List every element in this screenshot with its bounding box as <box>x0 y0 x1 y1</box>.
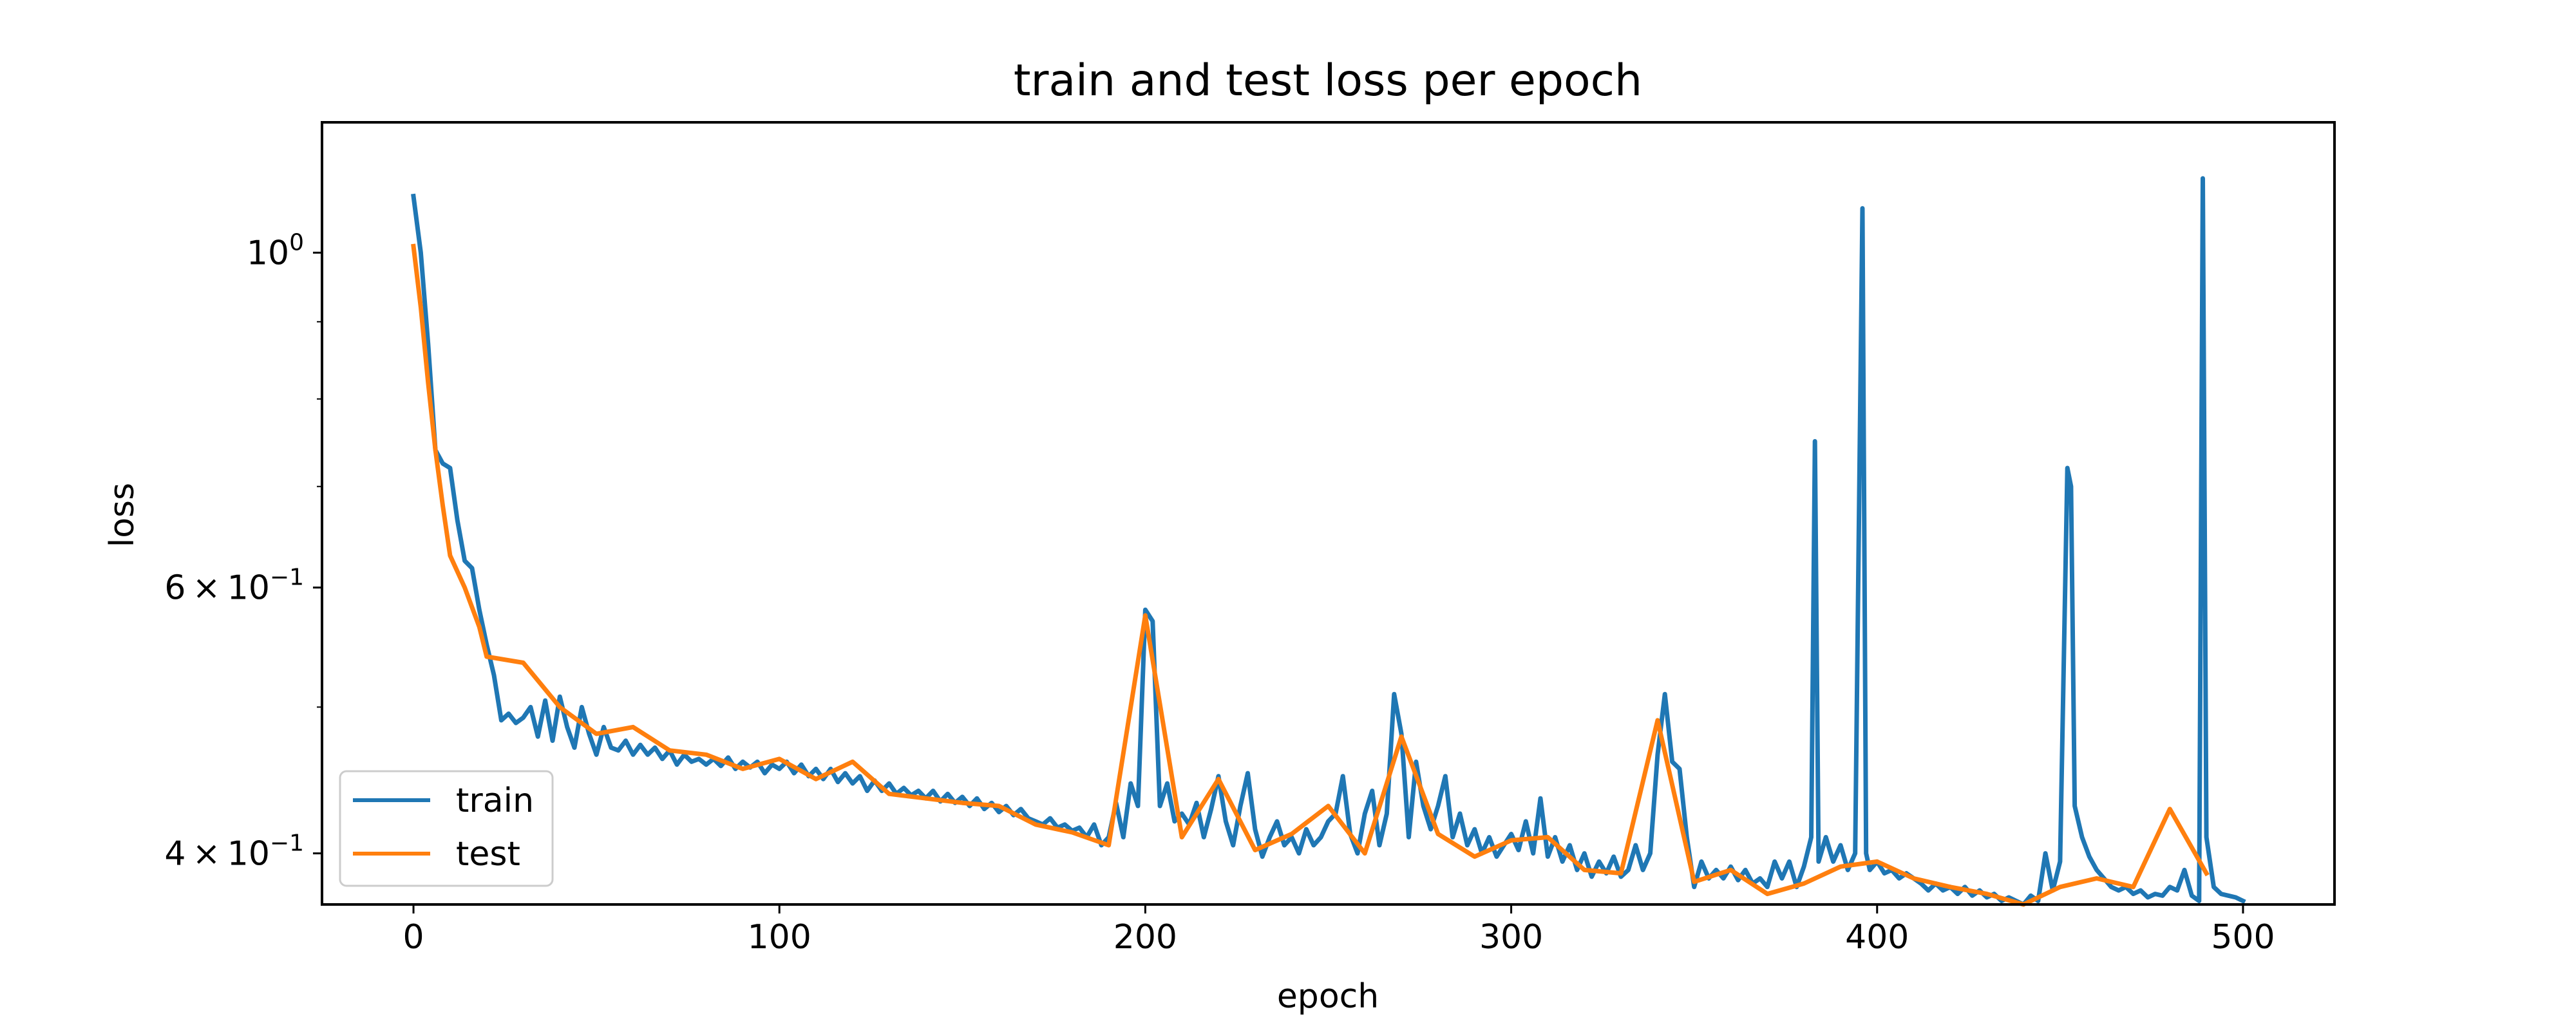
legend-label-train: train <box>456 782 534 820</box>
y-axis-label: loss <box>103 483 142 547</box>
x-tick-label: 100 <box>748 918 811 957</box>
x-tick-label: 500 <box>2211 918 2275 957</box>
x-tick-label: 400 <box>1845 918 1909 957</box>
plot-series <box>411 176 2246 907</box>
x-tick-label: 0 <box>402 918 424 957</box>
legend-label-test: test <box>456 835 520 874</box>
legend: train test <box>339 770 554 887</box>
x-axis-ticks: 0 100 200 300 400 500 <box>402 904 2275 957</box>
plot-frame <box>321 121 2336 906</box>
series-line-test <box>411 243 2210 907</box>
x-tick-label: 300 <box>1479 918 1543 957</box>
x-axis-label: epoch <box>1277 977 1379 1016</box>
y-tick-label: 4 × 10−1 <box>164 830 304 874</box>
chart-title: train and test loss per epoch <box>1014 55 1642 106</box>
x-tick-label: 200 <box>1113 918 1177 957</box>
